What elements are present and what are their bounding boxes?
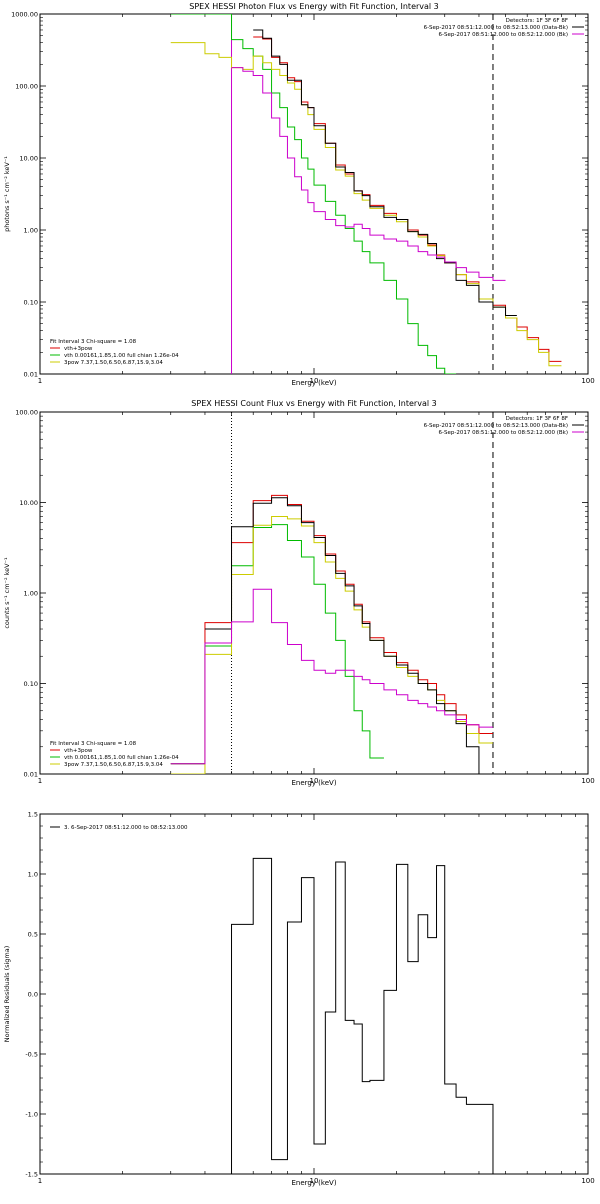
plot-panel-3: 1 10 100 Energy (keV) -1.5 -1.0 -0.5 0.0 0.5 1.0 1…: [3, 811, 595, 1188]
legend-entry: 3. 6-Sep-2017 08:51:12.000 to 08:52:13.0…: [64, 825, 188, 831]
header-text: 6-Sep-2017 08:51:12.000 to 08:52:12.000 …: [439, 32, 569, 38]
x-tick-label: 100: [581, 1177, 594, 1185]
y-tick-label: -0.5: [25, 1051, 38, 1059]
x-tick-label: 10: [310, 777, 319, 785]
y-tick-label: 100.00: [15, 83, 38, 91]
legend-entry: vth 0.00161,1.85,1.00 full chian 1.26e-0…: [64, 353, 179, 359]
plot-panel-2: SPEX HESSI Count Flux vs Energy with Fit…: [3, 399, 595, 787]
y-tick-label: 0.10: [24, 299, 38, 307]
legend-entry: 3pow 7.37,1.50,6.50,6.87,15.9,3.04: [64, 762, 163, 768]
x-axis-label: Energy (keV): [291, 379, 336, 387]
chart-title: SPEX HESSI Count Flux vs Energy with Fit…: [191, 399, 436, 408]
header-text: Detectors: 1F 3F 6F 8F: [506, 416, 568, 422]
plot-frame: [39, 13, 589, 375]
legend-entry: vth 0.00161,1.85,1.00 full chian 1.26e-0…: [64, 755, 179, 761]
plot-panel-1: SPEX HESSI Photon Flux vs Energy with Fi…: [3, 2, 595, 387]
header-text: 6-Sep-2017 08:51:12.000 to 08:52:13.000 …: [424, 25, 568, 31]
y-tick-label: 1.5: [28, 811, 38, 819]
x-axis-label: Energy (keV): [291, 779, 336, 787]
x-tick-label: 1: [38, 377, 42, 385]
legend-entry: Fit Interval 3 Chi-square = 1.08: [50, 339, 137, 345]
y-tick-label: 10.00: [19, 155, 38, 163]
y-tick-label: -1.0: [25, 1111, 38, 1119]
plot-frame: [39, 411, 589, 775]
x-tick-label: 10: [310, 377, 319, 385]
series-vth: [170, 524, 384, 765]
series-vth: [170, 14, 457, 374]
header-text: 6-Sep-2017 08:51:12.000 to 08:52:12.000 …: [439, 430, 569, 436]
y-tick-label: 1.00: [24, 590, 38, 598]
y-tick-label: 0.10: [24, 680, 38, 688]
series-group: [231, 857, 494, 1174]
y-tick-label: 0.5: [28, 931, 38, 939]
x-axis-label: Energy (keV): [291, 1179, 336, 1187]
x-tick-label: 1: [38, 1177, 42, 1185]
y-tick-label: 100.00: [15, 409, 38, 417]
y-tick-label: 1.00: [24, 227, 38, 235]
series-group: [170, 14, 562, 374]
y-tick-label: 0.0: [28, 991, 38, 999]
series-group: [170, 494, 493, 774]
x-tick-label: 100: [581, 777, 594, 785]
chart-title: SPEX HESSI Photon Flux vs Energy with Fi…: [189, 2, 439, 11]
series-bk: [231, 67, 506, 281]
y-axis-label: Normalized Residuals (sigma): [3, 946, 11, 1043]
y-tick-label: 0.01: [24, 771, 38, 779]
series-vth-3pow: [253, 36, 562, 362]
y-tick-label: 10.00: [19, 499, 38, 507]
header-text: Detectors: 1F 3F 6F 8F: [506, 18, 568, 24]
legend-entry: vth+3pow: [64, 346, 93, 352]
series-bk: [170, 588, 493, 765]
series-data-bk: [253, 29, 517, 316]
series-3-6-sep-2017-08-51-12-000-to-08-52-13-000: [231, 857, 494, 1174]
y-tick-label: 1.0: [28, 871, 38, 879]
x-tick-label: 10: [310, 1177, 319, 1185]
y-tick-label: -1.5: [25, 1171, 38, 1179]
y-axis-label: photons s⁻¹ cm⁻² keV⁻¹: [3, 156, 11, 232]
header-text: 6-Sep-2017 08:51:12.000 to 08:52:13.000 …: [424, 423, 568, 429]
legend-entry: 3pow 7.37,1.50,6.50,6.87,15.9,3.04: [64, 360, 163, 366]
y-axis-label: counts s⁻¹ cm⁻² keV⁻¹: [3, 557, 11, 629]
legend-entry: Fit Interval 3 Chi-square = 1.08: [50, 741, 137, 747]
series-data-bk: [204, 497, 493, 774]
series-3pow: [170, 42, 562, 367]
legend-entry: vth+3pow: [64, 748, 93, 754]
x-tick-label: 100: [581, 377, 594, 385]
y-tick-label: 0.01: [24, 371, 38, 379]
x-tick-label: 1: [38, 777, 42, 785]
y-tick-label: 1000.00: [11, 11, 38, 19]
